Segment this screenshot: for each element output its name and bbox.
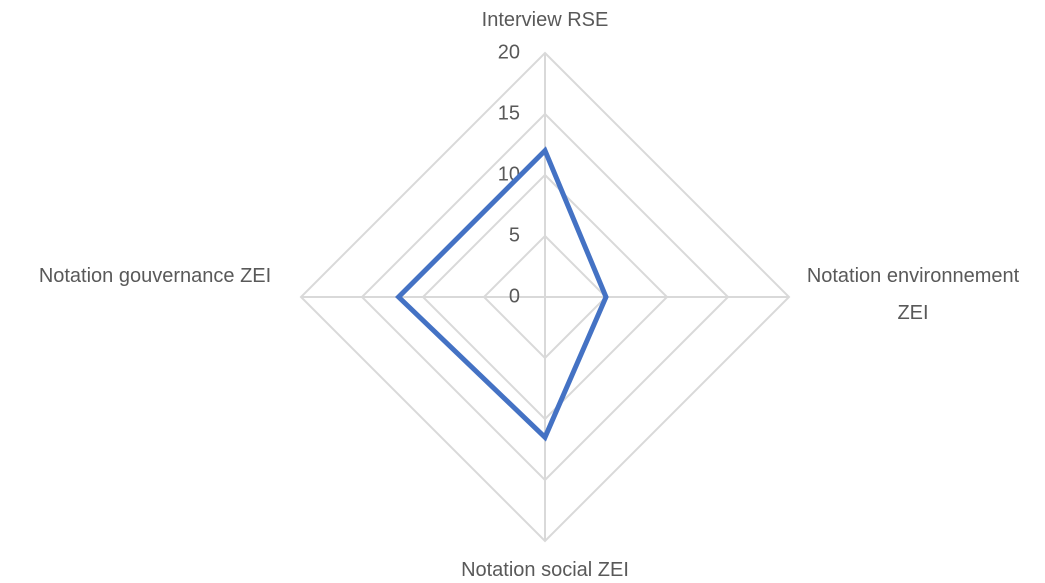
tick-label: 15	[498, 102, 520, 124]
category-label: Notation environnement ZEI	[806, 265, 1020, 324]
tick-label: 0	[509, 285, 520, 307]
category-label: Notation social ZEI	[461, 559, 629, 581]
category-label: Interview RSE	[481, 9, 609, 31]
series-line	[395, 146, 609, 442]
tick-label: 5	[509, 224, 520, 246]
category-label: Notation gouvernance ZEI	[38, 265, 272, 287]
tick-label: 20	[498, 41, 520, 63]
